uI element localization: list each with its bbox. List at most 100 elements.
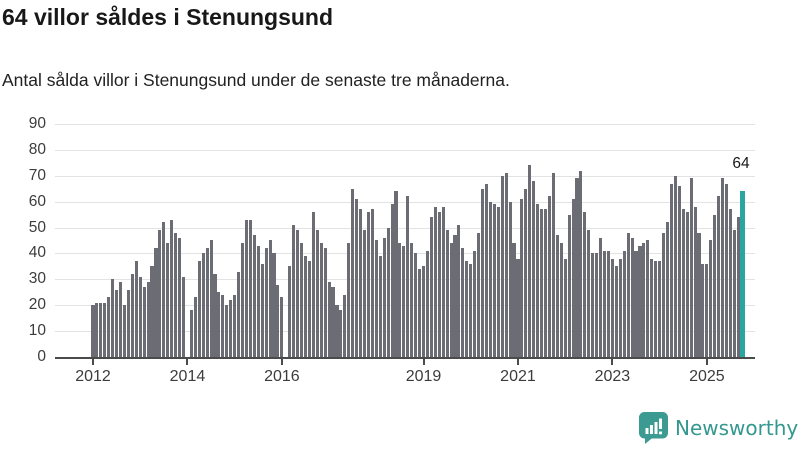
bar: [473, 250, 477, 357]
gridline-y-60: [55, 201, 755, 203]
bar: [343, 294, 347, 357]
x-axis-line: [55, 357, 755, 359]
x-axis-tick-label-2012: 2012: [75, 368, 111, 385]
bar: [445, 230, 449, 357]
bar: [583, 212, 587, 357]
bar: [685, 212, 689, 357]
bar: [115, 289, 119, 357]
bar: [359, 209, 363, 357]
bar: [484, 183, 489, 357]
bar: [366, 212, 370, 357]
bar: [339, 310, 343, 357]
x-axis-tick-2014: [186, 359, 189, 365]
x-axis-tick-2016: [280, 359, 283, 365]
bar: [488, 201, 492, 357]
bar: [642, 243, 646, 357]
bar: [528, 165, 532, 357]
bar: [303, 256, 308, 357]
x-axis-tick-2025: [705, 359, 708, 365]
bar: [370, 209, 374, 357]
bar: [382, 237, 386, 357]
bar: [394, 191, 398, 357]
bar: [500, 175, 504, 357]
bar: [606, 250, 611, 357]
bar: [614, 266, 618, 357]
bar: [414, 253, 418, 357]
newsworthy-wordmark: Newsworthy: [675, 416, 799, 440]
x-axis-tick-label-2021: 2021: [500, 368, 536, 385]
bar: [146, 281, 150, 357]
bar: [563, 258, 567, 357]
y-axis-tick-label: 40: [28, 244, 46, 262]
bar: [95, 302, 99, 357]
x-axis-tick-label-2019: 2019: [405, 368, 442, 385]
bar: [280, 297, 284, 357]
bar: [221, 294, 225, 357]
bar: [91, 305, 95, 357]
bar: [378, 256, 382, 357]
bar: [425, 250, 430, 357]
bar: [717, 196, 721, 357]
bar: [178, 237, 182, 357]
bar: [390, 204, 394, 357]
bar: [697, 232, 701, 357]
bar: [441, 206, 445, 357]
bar: [252, 235, 256, 357]
y-axis-tick-label: 70: [28, 166, 46, 184]
bar: [300, 243, 304, 357]
y-axis-tick-label: 0: [37, 348, 46, 365]
newsworthy-logo: Newsworthy: [639, 412, 798, 444]
gridline-y-70: [55, 175, 755, 177]
bar: [276, 284, 280, 357]
bar: [244, 219, 248, 357]
bar: [551, 173, 555, 357]
y-axis-tick-label: 30: [28, 270, 46, 288]
bar: [103, 302, 107, 357]
bar: [453, 235, 457, 357]
bar: [461, 248, 465, 357]
bar: [107, 297, 111, 357]
bar: [481, 188, 485, 357]
bar: [331, 287, 335, 357]
bar: [248, 219, 252, 357]
bar: [465, 261, 469, 357]
bar: [134, 261, 138, 357]
bar: [622, 250, 626, 357]
y-axis-tick-label: 20: [28, 296, 46, 314]
bar: [492, 204, 496, 357]
highlight-value-label: 64: [732, 155, 750, 172]
bar: [595, 253, 599, 357]
bar: [709, 240, 713, 357]
bar: [201, 253, 205, 357]
bar: [256, 245, 260, 357]
bar: [540, 209, 544, 357]
gridline-y-80: [55, 149, 755, 151]
bar: [681, 209, 685, 357]
bar: [193, 297, 197, 357]
bar: [477, 232, 481, 357]
bar: [272, 253, 276, 357]
gridline-y-50: [55, 227, 755, 229]
bar: [150, 266, 154, 357]
chart-subtitle: Antal sålda villor i Stenungsund under d…: [2, 70, 510, 90]
bar: [713, 214, 717, 357]
bar: [504, 173, 508, 357]
bar: [705, 263, 709, 357]
bar: [264, 248, 268, 357]
bar: [449, 243, 453, 357]
x-axis-tick-2021: [516, 359, 519, 365]
bar: [421, 266, 426, 357]
bar: [197, 261, 201, 357]
y-axis-tick-label: 60: [28, 192, 46, 210]
bar: [429, 217, 433, 357]
x-axis-tick-2012: [92, 359, 94, 365]
newsworthy-speech-bubble-chart-icon: [639, 412, 668, 444]
bar: [516, 258, 520, 357]
bar: [721, 178, 725, 357]
bar: [610, 258, 614, 357]
bar: [311, 212, 315, 357]
bar: [724, 183, 729, 357]
bar: [662, 232, 666, 357]
bar: [571, 199, 575, 357]
